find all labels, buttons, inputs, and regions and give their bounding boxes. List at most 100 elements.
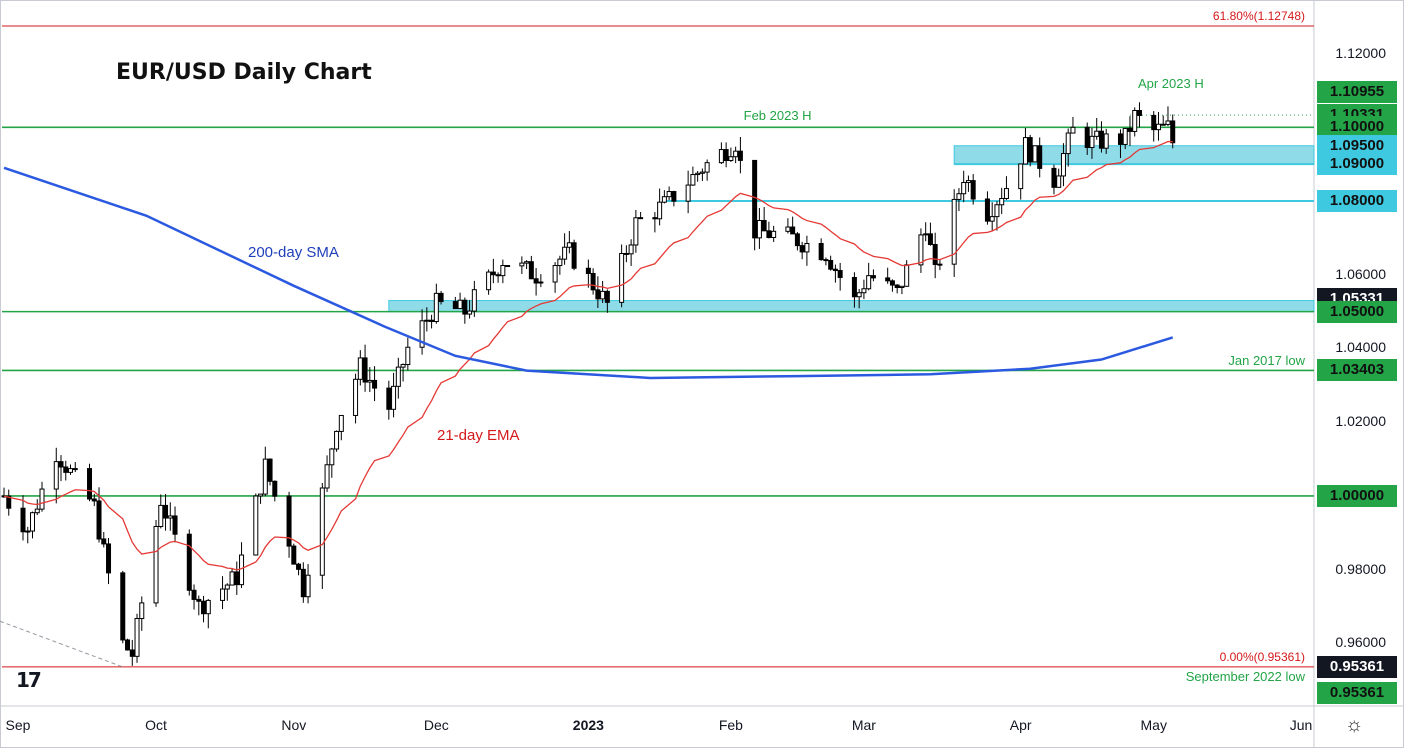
candle-body [723,149,729,161]
candle-body [1170,120,1176,144]
candle-body [500,265,506,277]
candle-body [690,174,696,186]
candle-body [201,600,207,615]
candle-body [861,288,867,294]
candle-body [1089,135,1095,148]
candle-body [234,571,240,586]
candle-body [253,495,259,556]
candle-body [205,599,211,615]
candle-body [794,233,800,247]
candle-body [894,284,900,288]
candle-body [828,260,834,270]
candle-body [1060,153,1066,177]
candle-body [324,464,330,489]
candle-body [756,220,762,239]
candle-body [6,495,12,509]
y-tick-label: 0.96000 [1335,634,1386,651]
candle-body [395,366,401,387]
candle-body [956,193,962,200]
candle-body [661,196,667,203]
price-tag: 0.95361 [1317,681,1397,704]
candle-body [1032,145,1038,163]
x-tick-label: May [1140,717,1167,733]
candle-body [490,271,496,276]
candle-body [391,385,397,410]
price-tag: 1.09000 [1317,153,1397,176]
level-label: 0.00%(0.95361) [1219,649,1305,664]
candle-body [994,204,1000,218]
candle-body [851,276,857,298]
x-tick-label: Oct [145,717,167,733]
candle-body [419,320,425,348]
candle-body [262,458,268,495]
candle-body [39,488,45,510]
tradingview-logo[interactable]: 𝟭𝟳 [16,668,42,692]
candle-body [220,588,226,601]
candle-body [937,263,943,266]
candle-body [457,299,463,310]
candle-body [604,290,610,303]
annotation-label: Feb 2023 H [743,107,812,123]
candle-body [837,270,843,278]
candle-body [628,244,634,255]
candle-body [923,233,929,236]
candle-body [571,242,577,269]
candle-body [899,285,905,288]
y-tick-label: 1.06000 [1335,265,1386,282]
candle-body [25,530,31,533]
candle-body [932,244,938,265]
price-tag: 1.03403 [1317,359,1397,382]
candle-body [191,589,197,600]
candle-body [1165,120,1171,125]
candle-body [999,197,1005,206]
candle-body [91,498,97,502]
annotation-label: Apr 2023 H [1137,75,1204,91]
candle-body [296,563,302,570]
candle-body [433,292,439,323]
candle-body [106,543,112,574]
candle-body [58,461,64,468]
candle-body [600,290,606,300]
candle-body [1098,130,1104,149]
candle-body [139,602,145,620]
candle-body [733,150,739,158]
candle-body [766,230,772,238]
candle-body [752,159,758,239]
candle-body [866,275,872,290]
candle-body [538,281,544,284]
candle-body [984,198,990,222]
candle-body [585,267,591,274]
candle-body [566,242,572,248]
candle-body [1103,133,1109,149]
level-label: 61.80%(1.12748) [1212,9,1305,24]
candle-body [562,246,568,260]
price-tag: 1.05000 [1317,300,1397,323]
candle-body [1056,175,1062,188]
candle-body [1160,123,1166,126]
ema-label: 21-day EMA [437,427,520,444]
x-tick-label: Feb [718,717,743,733]
candle-body [904,264,910,287]
candle-body [239,554,245,586]
candle-body [528,261,534,280]
price-tag: 1.09500 [1317,134,1397,157]
candle-body [799,245,805,253]
candle-body [72,468,78,471]
candle-body [623,252,629,255]
candle-body [519,262,525,267]
support-zone [953,145,1315,165]
candle-body [638,217,644,220]
candle-body [258,493,264,497]
candle-body [870,275,876,279]
candle-body [633,217,639,246]
y-tick-label: 1.12000 [1335,44,1386,61]
candle-body [334,430,340,450]
candle-body [927,233,933,246]
candle-body [452,301,458,310]
candle-body [804,242,810,253]
gear-icon[interactable]: ☼ [1345,714,1364,736]
candle-body [305,574,311,598]
y-tick-label: 1.04000 [1335,339,1386,356]
candle-body [20,507,26,533]
candle-body [1070,126,1076,134]
